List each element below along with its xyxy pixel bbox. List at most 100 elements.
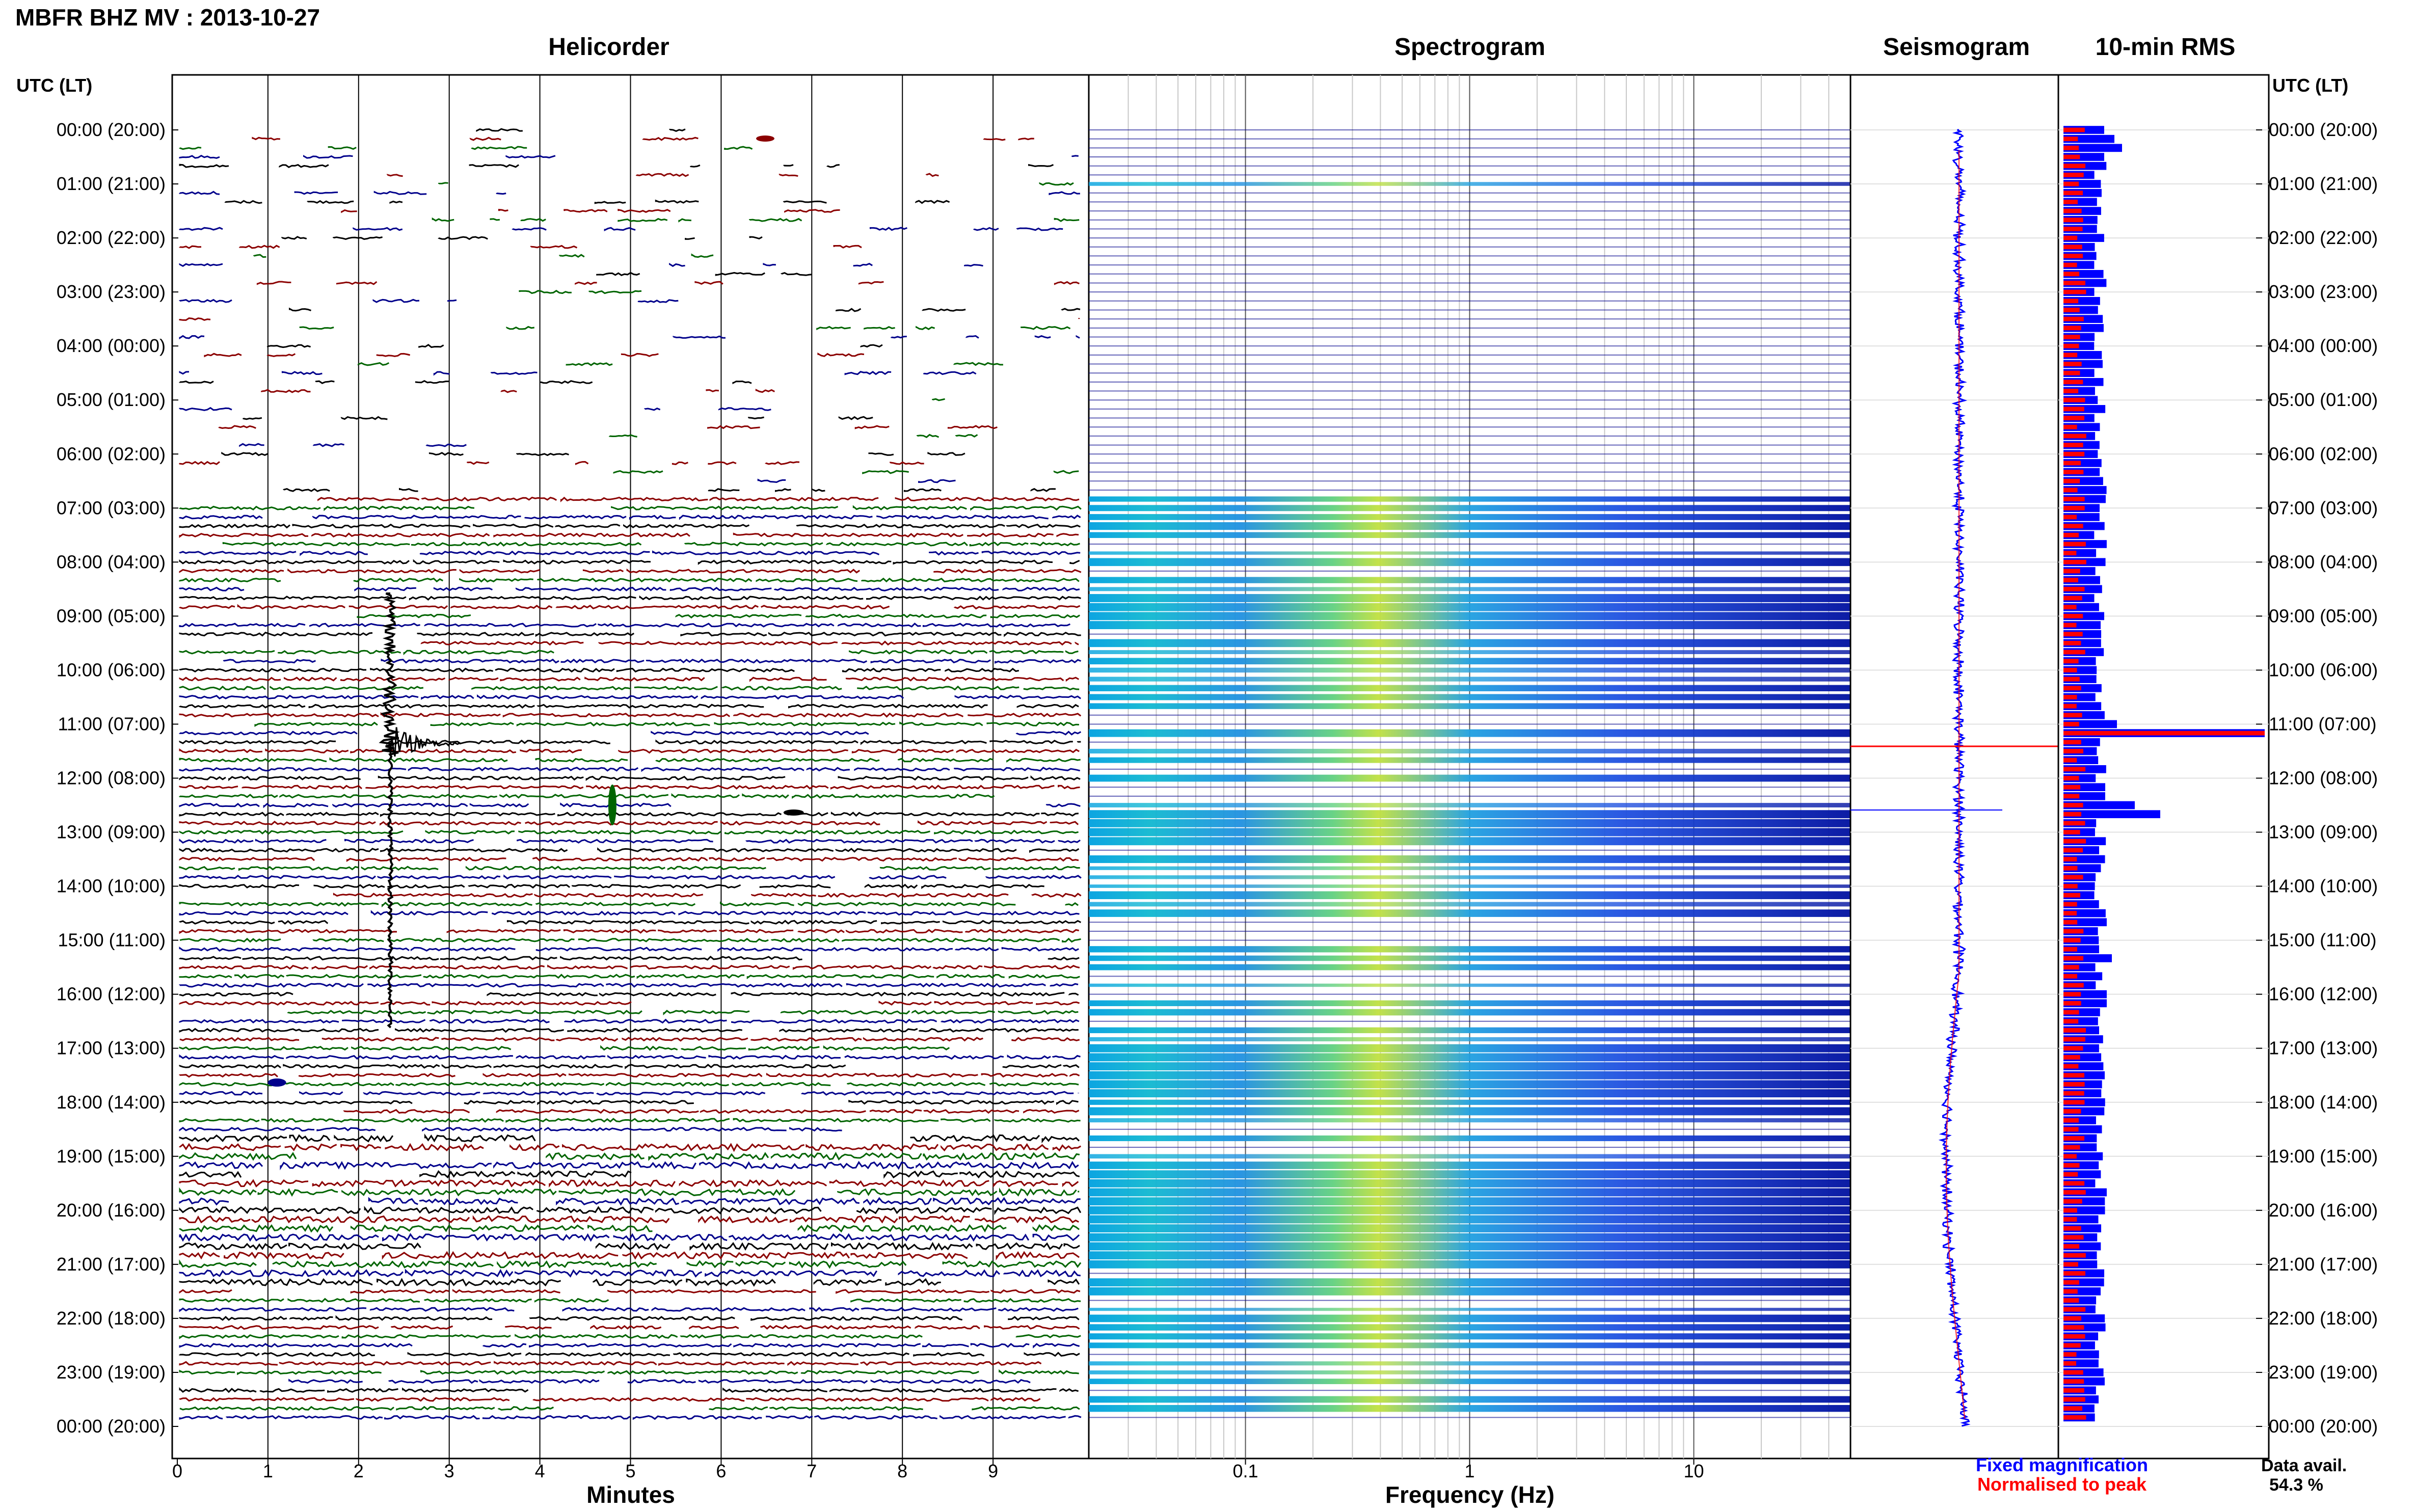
rms-bar-normalised <box>2063 1109 2081 1114</box>
helicorder-trace-row <box>420 640 1079 646</box>
rms-bars <box>2063 126 2265 1422</box>
helicorder-trace-row <box>432 217 1080 223</box>
time-label-right: 12:00 (08:00) <box>2269 768 2378 789</box>
rms-bar-normalised <box>2063 974 2077 979</box>
rms-bar-normalised <box>2063 569 2080 574</box>
helicorder-trace-row <box>179 515 1081 520</box>
helicorder-trace-row <box>179 1205 1082 1216</box>
spectrogram-band <box>1089 514 1850 520</box>
time-label-right: 08:00 (04:00) <box>2269 551 2378 572</box>
spectrogram-band <box>1089 1370 1850 1374</box>
spectrogram-band <box>1089 1333 1850 1340</box>
spectrogram-band <box>1089 1242 1850 1251</box>
time-label-right: 02:00 (22:00) <box>2269 227 2378 248</box>
rms-bar-normalised <box>2063 1289 2078 1294</box>
spectrogram-band <box>1089 1206 1850 1214</box>
spectrogram-band <box>1089 1361 1850 1366</box>
data-availability-value: 54.3 % <box>2269 1475 2323 1495</box>
rms-bar-normalised <box>2063 559 2086 564</box>
rms-bar-normalised <box>2063 740 2081 745</box>
utc-label-left: UTC (LT) <box>16 75 92 96</box>
helicorder-trace-row <box>179 1361 1042 1366</box>
rms-bar-normalised <box>2063 650 2085 655</box>
helicorder-trace-row <box>179 650 1079 656</box>
rms-bar-normalised <box>2063 1181 2085 1186</box>
rms-bar-normalised <box>2063 424 2077 429</box>
time-label-left: 10:00 (06:00) <box>57 659 166 680</box>
rms-bar-normalised <box>2063 343 2079 348</box>
helicorder-trace-row <box>179 1224 1080 1233</box>
rms-bar-normalised <box>2063 1415 2086 1420</box>
helicorder-trace-row <box>223 658 1082 664</box>
rms-bar-normalised <box>2063 920 2078 925</box>
time-label-left: 03:00 (23:00) <box>57 281 166 302</box>
spectrogram-band <box>1089 1000 1850 1007</box>
spectrogram-band <box>1089 685 1850 691</box>
minute-tick-label: 8 <box>897 1461 907 1481</box>
rms-bar-normalised <box>2063 803 2083 807</box>
helicorder-trace-row <box>179 550 1081 556</box>
spectrogram-band <box>1089 1170 1850 1179</box>
rms-bar-normalised <box>2063 695 2077 699</box>
spectrogram-band <box>1089 866 1850 870</box>
rms-bar-normalised <box>2063 578 2078 583</box>
rms-bar-normalised <box>2063 1316 2081 1321</box>
time-label-left: 04:00 (00:00) <box>57 335 166 356</box>
rms-bar-normalised <box>2063 199 2078 204</box>
helicorder-trace-row <box>179 371 977 376</box>
time-label-right: 23:00 (19:00) <box>2269 1362 2378 1383</box>
spectrogram-band <box>1089 703 1850 709</box>
spectrogram-band <box>1089 1037 1850 1042</box>
helicorder-trace-row <box>239 443 467 447</box>
minute-tick-label: 4 <box>535 1461 545 1481</box>
rms-bar-normalised <box>2063 830 2080 834</box>
helicorder-trace-row <box>179 838 1081 844</box>
rms-bar-normalised <box>2063 1019 2079 1024</box>
rms-bar-normalised <box>2063 353 2078 358</box>
spectrogram-band <box>1089 577 1850 583</box>
helicorder-trace-row <box>341 208 840 213</box>
spectrogram-band <box>1089 639 1850 647</box>
rms-bar-normalised <box>2063 758 2077 763</box>
rms-bar-normalised <box>2063 596 2082 601</box>
rms-bar-normalised <box>2063 812 2081 817</box>
rms-bar-normalised <box>2063 1352 2077 1357</box>
rms-bar-normalised <box>2063 1253 2086 1258</box>
rms-bar-normalised <box>2063 1163 2080 1168</box>
seismogram-title: Seismogram <box>1883 34 2030 61</box>
spectrogram-band <box>1089 1154 1850 1159</box>
spectrogram-band <box>1089 1233 1850 1241</box>
event-black-blob <box>783 809 804 816</box>
rms-title: 10-min RMS <box>2096 34 2236 61</box>
rms-bar-normalised <box>2063 1190 2086 1195</box>
rms-bar-normalised <box>2063 911 2077 916</box>
rms-bar-normalised <box>2063 226 2083 231</box>
helicorder-trace-row <box>179 1251 1080 1261</box>
helicorder-trace-row <box>289 307 1081 312</box>
helicorder-trace-row <box>179 910 1080 916</box>
helicorder-trace-row <box>179 731 1082 736</box>
helicorder-trace-row <box>179 1091 1080 1096</box>
time-label-left: 01:00 (21:00) <box>57 173 166 194</box>
helicorder-trace-row <box>179 604 1081 610</box>
seismogram-panel <box>1849 74 2059 1460</box>
helicorder-trace-row <box>179 1187 1080 1197</box>
spectrogram-title: Spectrogram <box>1394 34 1545 61</box>
rms-bar-normalised <box>2063 407 2084 412</box>
rms-bar-normalised <box>2063 956 2084 961</box>
helicorder-trace-row <box>179 1278 1080 1287</box>
helicorder-trace-row <box>179 1298 1081 1303</box>
helicorder-trace-row <box>179 1045 950 1051</box>
spectrogram-band <box>1089 909 1850 917</box>
spectrogram-band <box>1089 1089 1850 1098</box>
rms-bar-normalised <box>2063 434 2086 439</box>
helicorder-trace-row <box>179 1259 1082 1269</box>
time-label-right: 18:00 (14:00) <box>2269 1092 2378 1113</box>
helicorder-trace-row <box>179 1133 1080 1144</box>
rms-bar-normalised <box>2063 127 2085 132</box>
rms-bar-normalised <box>2063 1235 2084 1240</box>
rms-bar-normalised <box>2063 1046 2083 1051</box>
spectrogram-band <box>1089 532 1850 538</box>
rms-bar-normalised <box>2063 1055 2080 1060</box>
rms-bar-normalised <box>2063 362 2082 366</box>
